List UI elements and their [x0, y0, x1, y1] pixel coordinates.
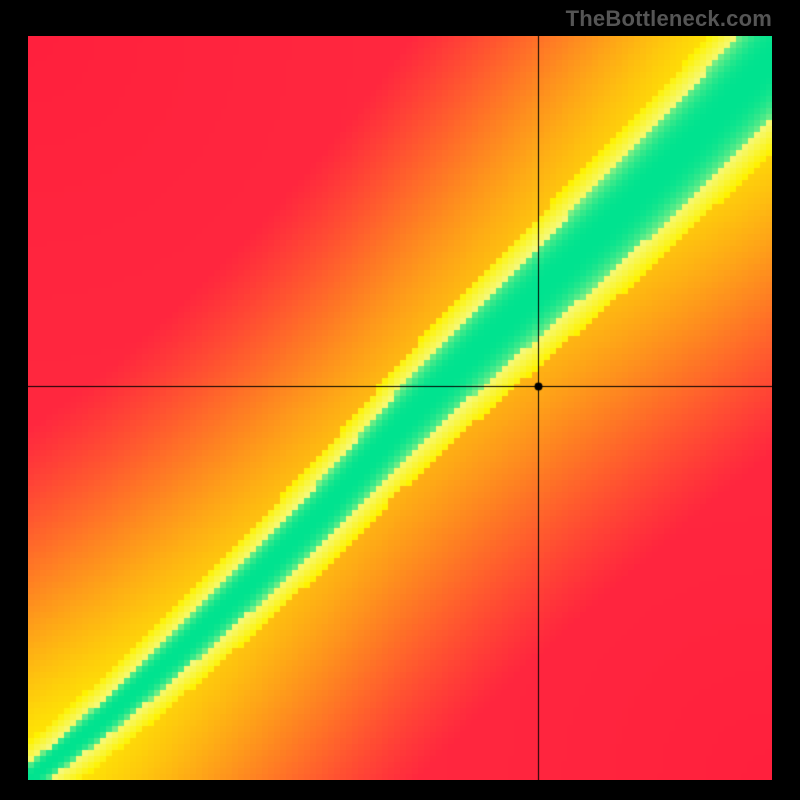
attribution-text: TheBottleneck.com — [566, 6, 772, 32]
chart-container: TheBottleneck.com — [0, 0, 800, 800]
bottleneck-heatmap — [28, 36, 772, 780]
plot-frame — [28, 36, 772, 780]
